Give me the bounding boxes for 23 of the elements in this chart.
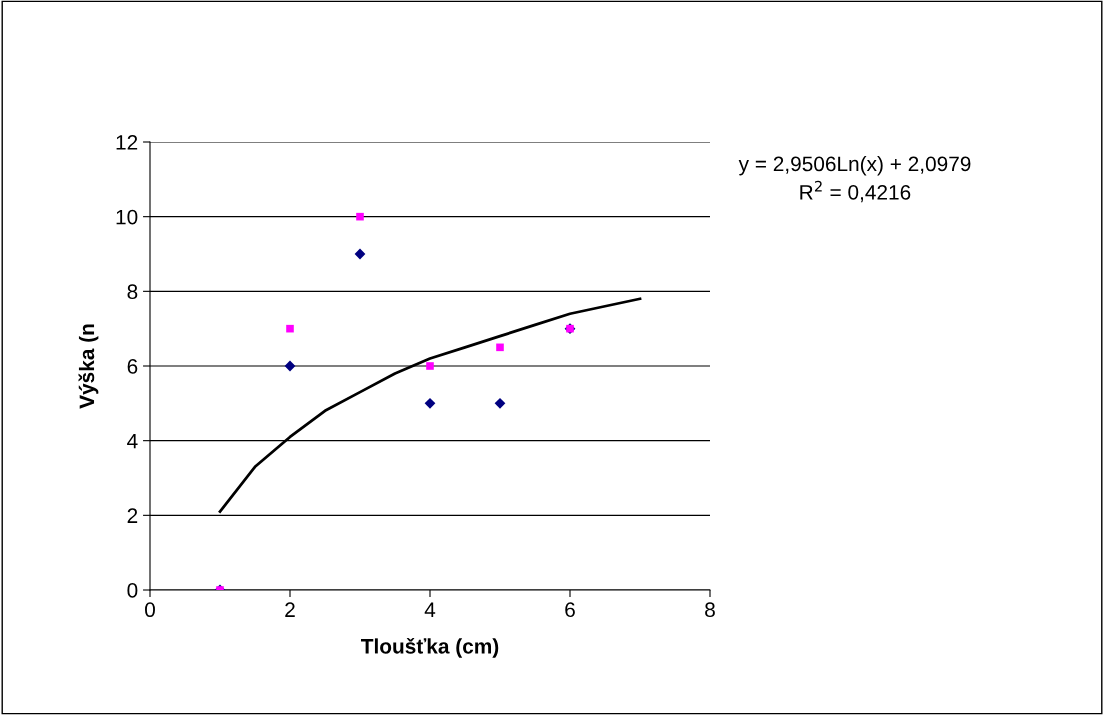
x-tick-label: 0 xyxy=(145,602,155,618)
y-axis-title: Výška (n xyxy=(78,324,99,409)
point xyxy=(426,362,434,370)
point xyxy=(354,248,366,260)
y-tick-label: 8 xyxy=(127,284,138,300)
x-tick-label: 8 xyxy=(705,602,715,618)
y-tick-label: 4 xyxy=(127,433,138,449)
point xyxy=(284,360,296,372)
x-tick-label: 2 xyxy=(285,602,295,617)
y-tick-label: 12 xyxy=(116,135,138,150)
y-tick-label: 10 xyxy=(116,209,138,225)
text: y = 2,9506Ln(x) + 2,0979 R$^{2}$ = 0,4216 xyxy=(738,155,971,203)
point xyxy=(494,397,506,409)
y-tick-label: 6 xyxy=(127,359,138,374)
point xyxy=(356,212,364,221)
y-tick-label: 0 xyxy=(127,583,138,598)
x-tick-label: 4 xyxy=(424,602,436,617)
x-axis-title: Tloušťka (cm) xyxy=(361,637,499,658)
x-tick-label: 6 xyxy=(565,602,575,618)
point xyxy=(286,324,294,333)
y-tick-label: 2 xyxy=(127,508,138,523)
point xyxy=(496,343,504,352)
point xyxy=(424,397,436,409)
